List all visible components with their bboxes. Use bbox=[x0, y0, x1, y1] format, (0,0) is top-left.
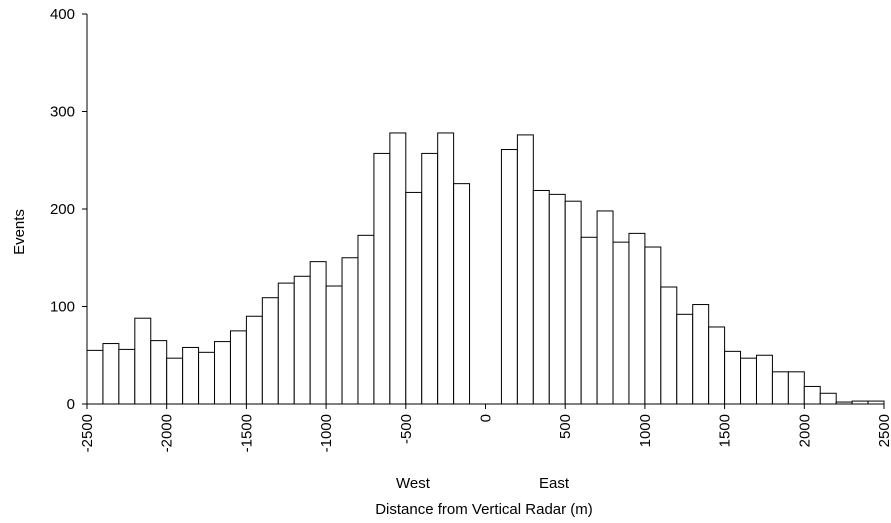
histogram-bar bbox=[198, 351, 216, 405]
x-tick-label: -1500 bbox=[238, 414, 255, 452]
histogram-bar bbox=[214, 341, 231, 405]
histogram-bar bbox=[755, 354, 773, 405]
x-tick-label: 0 bbox=[478, 414, 495, 422]
histogram-bar bbox=[261, 297, 279, 405]
x-tick-label: 2500 bbox=[876, 414, 891, 447]
histogram-bar bbox=[150, 340, 168, 405]
histogram-bar bbox=[405, 191, 423, 405]
histogram-bar bbox=[86, 349, 104, 405]
histogram-bar bbox=[516, 134, 534, 405]
histogram-bars bbox=[86, 132, 885, 405]
histogram-bar bbox=[644, 246, 662, 405]
x-tick-label: -500 bbox=[398, 414, 415, 444]
histogram-bar bbox=[708, 326, 726, 405]
y-tick-label: 0 bbox=[67, 396, 75, 413]
histogram-bar bbox=[134, 317, 152, 405]
histogram-bar bbox=[740, 357, 757, 405]
histogram-bar bbox=[245, 315, 263, 405]
y-tick-label: 400 bbox=[50, 6, 75, 23]
histogram-bar bbox=[421, 152, 439, 405]
x-axis-ticks: -2500 -2000 -1500 -1000 -500 0 500 1000 1500 2000… bbox=[79, 404, 891, 452]
x-tick-label: -2500 bbox=[79, 414, 96, 452]
east-label: East bbox=[539, 475, 570, 492]
histogram-bar bbox=[548, 193, 566, 405]
histogram-bar bbox=[166, 357, 184, 405]
histogram-bar bbox=[229, 330, 247, 405]
x-tick-label: -1000 bbox=[318, 414, 335, 452]
histogram-bar bbox=[628, 232, 646, 405]
histogram-bar bbox=[325, 285, 343, 405]
histogram-bar bbox=[118, 348, 136, 405]
histogram-bar bbox=[564, 200, 582, 405]
histogram-bar bbox=[293, 275, 311, 405]
histogram-bar bbox=[819, 392, 837, 405]
y-tick-label: 200 bbox=[50, 201, 75, 218]
west-label: West bbox=[396, 475, 431, 492]
y-axis-ticks: 0 100 200 300 400 bbox=[50, 6, 87, 413]
histogram-bar bbox=[453, 183, 471, 405]
histogram-bar bbox=[102, 343, 120, 405]
histogram-bar bbox=[676, 313, 694, 405]
x-tick-label: 2000 bbox=[796, 414, 813, 447]
x-tick-label: 500 bbox=[557, 414, 574, 439]
histogram-bar bbox=[580, 236, 598, 405]
y-axis-label: Events bbox=[11, 209, 28, 255]
histogram-bar bbox=[660, 286, 678, 405]
x-tick-label: 1000 bbox=[637, 414, 654, 447]
histogram-bar bbox=[357, 234, 375, 405]
histogram-bar bbox=[803, 385, 821, 405]
histogram-bar bbox=[437, 132, 455, 405]
histogram-bar bbox=[341, 257, 359, 405]
histogram-bar bbox=[787, 371, 805, 405]
histogram-bar bbox=[500, 149, 518, 405]
histogram-bar bbox=[612, 241, 630, 405]
histogram-bar bbox=[532, 189, 550, 405]
histogram-bar bbox=[309, 261, 327, 405]
y-tick-label: 300 bbox=[50, 104, 75, 121]
histogram-bar bbox=[277, 282, 295, 405]
x-tick-label: -2000 bbox=[159, 414, 176, 452]
histogram-bar bbox=[182, 346, 200, 405]
axes bbox=[86, 14, 884, 405]
x-tick-label: 1500 bbox=[717, 414, 734, 447]
histogram-bar bbox=[389, 132, 407, 405]
histogram-bar bbox=[373, 152, 391, 405]
histogram-bar bbox=[596, 210, 614, 405]
y-tick-label: 100 bbox=[50, 299, 75, 316]
histogram-bar bbox=[724, 350, 742, 405]
x-axis-label: Distance from Vertical Radar (m) bbox=[375, 501, 593, 518]
histogram-bar bbox=[771, 371, 789, 405]
histogram-bar bbox=[692, 304, 710, 405]
